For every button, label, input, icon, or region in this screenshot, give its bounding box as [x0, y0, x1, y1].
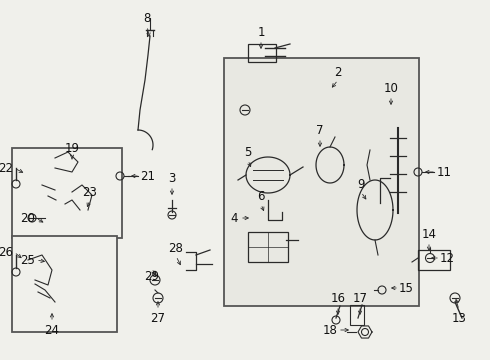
Text: 24: 24 [45, 324, 59, 337]
Text: 27: 27 [150, 311, 166, 324]
Text: 17: 17 [352, 292, 368, 305]
Text: 19: 19 [65, 141, 79, 154]
Text: 6: 6 [257, 189, 265, 202]
Text: 3: 3 [168, 171, 176, 184]
Bar [224, 58, 419, 306]
Text: 11: 11 [437, 166, 451, 179]
Bar [248, 232, 288, 262]
Text: 14: 14 [421, 228, 437, 240]
Text: 25: 25 [21, 253, 35, 266]
Text: 7: 7 [316, 123, 324, 136]
Text: 22: 22 [0, 162, 14, 175]
Text: 28: 28 [169, 242, 183, 255]
Text: 5: 5 [245, 145, 252, 158]
Text: 4: 4 [230, 211, 238, 225]
Text: 12: 12 [440, 252, 455, 265]
Bar [12, 236, 117, 332]
Bar [418, 250, 450, 270]
Text: 18: 18 [322, 324, 338, 337]
Text: 16: 16 [330, 292, 345, 305]
Text: 29: 29 [145, 270, 160, 283]
Text: 23: 23 [82, 185, 98, 198]
Bar [350, 305, 364, 325]
Text: 10: 10 [384, 81, 398, 94]
Text: 13: 13 [452, 311, 466, 324]
Text: 2: 2 [334, 66, 342, 78]
Text: 8: 8 [143, 12, 151, 24]
Text: 1: 1 [257, 26, 265, 39]
Text: 9: 9 [357, 177, 365, 190]
Text: 20: 20 [21, 211, 35, 225]
Text: 15: 15 [398, 282, 414, 294]
Text: 26: 26 [0, 246, 14, 258]
Bar [12, 148, 122, 238]
Text: 21: 21 [141, 170, 155, 183]
Bar [248, 44, 276, 62]
